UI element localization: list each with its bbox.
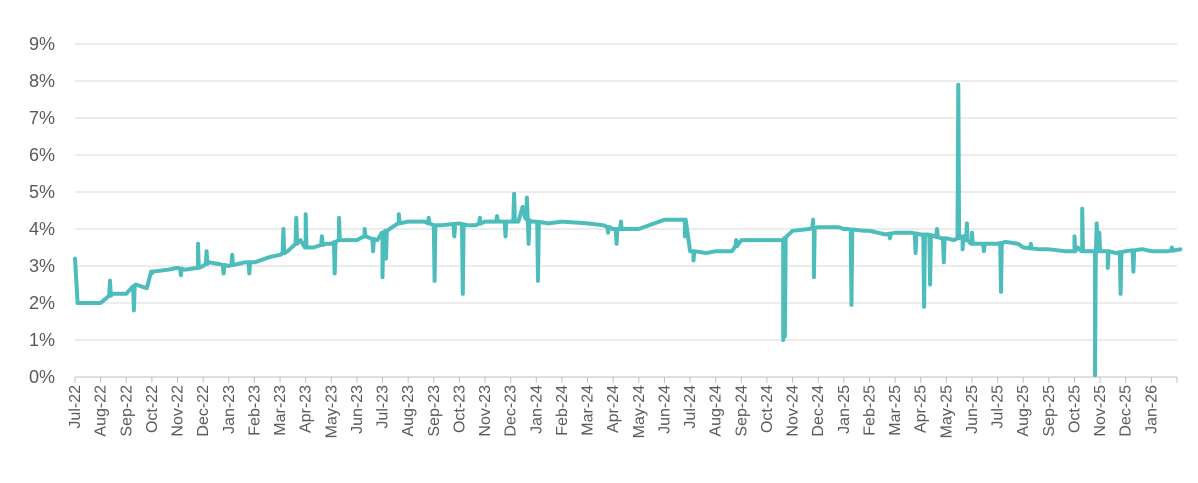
- x-tick-label: Jul-22: [67, 385, 84, 429]
- y-tick-label: 9%: [29, 34, 55, 54]
- y-tick-label: 1%: [29, 330, 55, 350]
- x-tick-label: Jan-24: [528, 385, 545, 434]
- x-tick-label: Feb-24: [554, 385, 571, 436]
- x-tick-label: Aug-22: [93, 385, 110, 437]
- x-tick-marks: [74, 377, 1178, 383]
- x-tick-label: Jan-26: [1143, 385, 1160, 434]
- x-tick-label: Nov-23: [477, 385, 494, 437]
- x-tick-label: Mar-24: [580, 385, 597, 436]
- x-tick-label: Dec-25: [1118, 385, 1135, 437]
- x-tick-label: Mar-25: [887, 385, 904, 436]
- x-tick-label: Jul-23: [375, 385, 392, 429]
- x-tick-label: Jul-25: [990, 385, 1007, 429]
- x-tick-label: Aug-25: [1015, 385, 1032, 437]
- x-tick-label: Nov-22: [170, 385, 187, 437]
- x-tick-label: Sep-25: [1041, 385, 1058, 437]
- x-tick-label: Oct-23: [451, 385, 468, 433]
- x-tick-label: Oct-25: [1066, 385, 1083, 433]
- x-tick-label: Oct-22: [144, 385, 161, 433]
- x-tick-label: May-25: [938, 385, 955, 438]
- y-tick-label: 2%: [29, 293, 55, 313]
- series-line: [73, 82, 1183, 378]
- y-tick-label: 4%: [29, 219, 55, 239]
- x-tick-label: Jun-24: [656, 385, 673, 434]
- x-tick-label: Sep-22: [118, 385, 135, 437]
- x-tick-labels: Jul-22 Aug-22 Sep-22 Oct-22 Nov-22 Dec-22 Jan-…: [67, 385, 1160, 438]
- y-tick-label: 6%: [29, 145, 55, 165]
- y-tick-label: 0%: [29, 367, 55, 387]
- x-tick-label: Dec-23: [503, 385, 520, 437]
- x-tick-label: Feb-25: [861, 385, 878, 436]
- x-tick-label: Oct-24: [759, 385, 776, 433]
- x-tick-label: Aug-24: [708, 385, 725, 437]
- y-tick-label: 7%: [29, 108, 55, 128]
- x-tick-label: Aug-23: [400, 385, 417, 437]
- x-tick-label: Jul-24: [682, 385, 699, 429]
- x-tick-label: Jan-23: [221, 385, 238, 434]
- y-gridlines: [75, 43, 1177, 341]
- x-tick-label: Dec-24: [810, 385, 827, 437]
- x-tick-label: Sep-23: [426, 385, 443, 437]
- x-tick-label: Sep-24: [733, 385, 750, 437]
- x-tick-label: Nov-24: [785, 385, 802, 437]
- x-tick-label: Apr-25: [913, 385, 930, 433]
- y-tick-label: 3%: [29, 256, 55, 276]
- x-tick-label: Feb-23: [246, 385, 263, 436]
- x-tick-label: Jan-25: [836, 385, 853, 434]
- y-tick-label: 8%: [29, 71, 55, 91]
- x-tick-label: May-24: [631, 385, 648, 438]
- x-tick-label: Jun-23: [349, 385, 366, 434]
- x-tick-label: Apr-24: [605, 385, 622, 433]
- x-tick-label: Dec-22: [195, 385, 212, 437]
- y-tick-label: 5%: [29, 182, 55, 202]
- x-tick-label: Nov-25: [1092, 385, 1109, 437]
- x-tick-label: Jun-25: [964, 385, 981, 434]
- y-tick-labels: 0% 1% 2% 3% 4% 5% 6% 7% 8% 9%: [29, 34, 55, 387]
- x-tick-label: May-23: [323, 385, 340, 438]
- x-tick-label: Apr-23: [298, 385, 315, 433]
- x-tick-label: Mar-23: [272, 385, 289, 436]
